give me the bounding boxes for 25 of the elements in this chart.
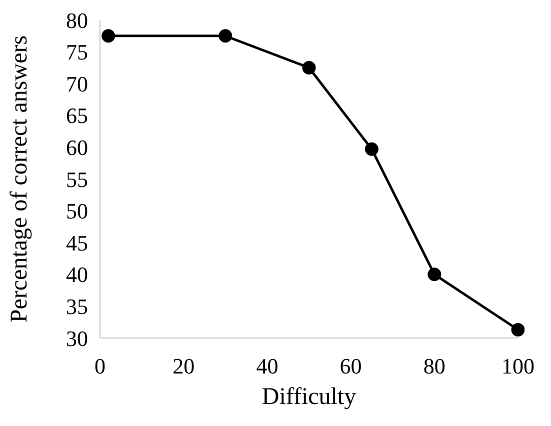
y-axis-title: Percentage of correct answers (6, 35, 33, 323)
y-tick-label: 60 (66, 135, 88, 160)
y-tick-label: 65 (66, 103, 88, 128)
y-tick-label: 30 (66, 326, 88, 351)
point (302, 60, 316, 74)
x-axis-title: Difficulty (262, 384, 356, 410)
x-tick-label: 60 (340, 354, 362, 379)
point (218, 29, 232, 43)
point (364, 142, 378, 156)
y-tick-label: 50 (66, 198, 88, 224)
y-tick-label: 40 (66, 262, 88, 288)
x-tick-label: 0 (94, 354, 106, 379)
y-tick-label: 55 (66, 166, 88, 192)
y-tick-label: 35 (66, 294, 88, 320)
y-tick-label: 75 (66, 40, 88, 65)
y-tick-label: 70 (66, 71, 88, 96)
point (102, 29, 116, 43)
y-tick-label: 45 (66, 230, 88, 256)
x-tick-label: 100 (502, 354, 534, 379)
point (428, 268, 442, 282)
x-tick-label: 20 (172, 354, 195, 379)
point (511, 322, 524, 336)
x-tick-label: 80 (423, 354, 446, 379)
y-tick-label: 80 (66, 8, 88, 33)
x-tick-label: 40 (256, 354, 278, 379)
